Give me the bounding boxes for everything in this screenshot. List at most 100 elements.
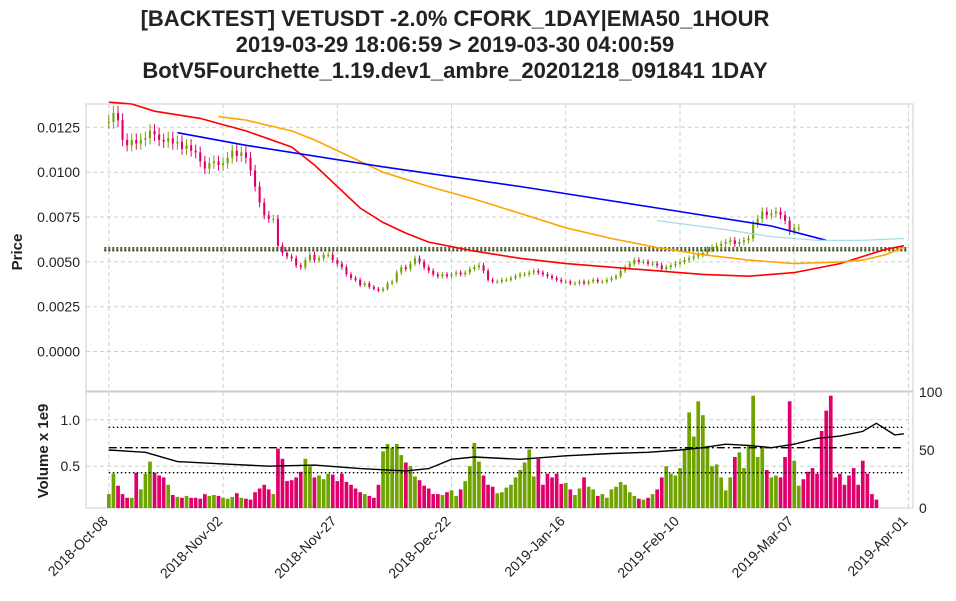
x-tick-label: 2018-Oct-08 [45,513,111,579]
candle-body [167,138,170,142]
x-tick-label: 2018-Dec-22 [385,513,454,582]
candle-body [715,245,718,248]
candle-body [678,261,681,264]
volume-bar [774,475,778,508]
candle-body [555,278,558,280]
volume-bar [161,477,166,508]
volume-bar [148,461,152,508]
volume-bar [646,497,650,508]
volume-bar [477,461,481,508]
volume-bar [404,462,408,508]
volume-bar [139,489,143,508]
candle-body [272,218,275,220]
candle-body [281,245,284,253]
candle-body [464,272,467,275]
volume-bar [563,482,568,508]
candle-body [190,145,193,151]
volume-bar [632,495,637,508]
right-tick-label: 100 [919,384,943,400]
volume-bar [600,494,605,508]
candle-body [359,279,362,286]
candle-body [377,288,380,291]
volume-bar [120,494,125,508]
volume-bar [705,445,710,508]
volume-bar [262,484,267,508]
volume-bar [413,476,417,508]
volume-bar [157,475,161,508]
candle-body [477,265,480,268]
candle-body [587,281,590,284]
candle-body [523,274,526,276]
candle-body [532,270,535,273]
candle-body [706,249,709,253]
candle-body [117,113,120,121]
volume-bar [751,395,755,508]
volume-bar [436,494,440,508]
volume-bar [723,490,728,508]
volume-bar [330,474,335,508]
volume-bar [618,482,623,508]
volume-bar [152,472,157,508]
volume-bar [390,447,394,508]
volume-bar [449,490,454,508]
candle-body [784,215,787,221]
volume-bar [664,466,669,508]
volume-bar [545,473,550,508]
candle-body [322,254,325,259]
volume-bar [362,494,367,508]
line-ema-orange [218,115,905,265]
volume-bar [111,473,116,508]
volume-bar [248,499,253,508]
volume-bar [180,497,184,508]
volume-bar [865,473,870,508]
volume-bar [463,481,468,508]
volume-bar [468,466,472,508]
x-tick-label: 2019-Jan-16 [501,513,568,580]
candle-body [573,283,576,285]
volume-indicator [108,422,904,472]
volume-bar [769,477,774,508]
candle-body [519,274,522,277]
volume-bar [810,468,815,508]
volume-bar [655,489,659,508]
volume-bar [650,494,655,508]
price-axis-label: Price [9,234,26,271]
volume-bar [203,494,207,508]
price-tick-label: 0.0025 [37,299,80,315]
candle-body [313,254,316,261]
candle-body [423,261,426,268]
volume-bar [385,444,390,508]
candle-body [395,272,398,282]
candle-body [171,138,174,144]
volume-bar [851,468,856,508]
volume-bar [486,484,490,508]
volume-bar [513,477,518,508]
volume-bar [765,470,769,508]
x-tick-label: 2019-Apr-01 [844,513,910,579]
x-tick-label: 2018-Nov-27 [271,513,340,582]
candle-body [199,152,202,162]
candle-body [130,139,133,146]
candle-body [254,170,257,187]
volume-bar [828,395,833,508]
candle-body [409,263,412,269]
volume-bar [335,481,340,508]
volume-bar [212,495,216,508]
volume-bar [239,497,244,508]
candle-body [226,157,229,164]
right-tick-label: 0 [919,500,927,516]
candle-body [665,267,668,269]
candle-body [742,240,745,243]
candle-body [158,134,161,140]
right-tick-label: 50 [919,442,935,458]
volume-bar [518,470,522,508]
volume-bar [755,457,760,508]
candle-body [203,161,206,169]
volume-bar [244,498,248,508]
candle-body [546,274,549,277]
candle-body [578,281,581,284]
volume-bar [783,457,787,508]
candle-body [514,276,517,278]
volume-bar [833,477,838,508]
volume-axis-label: Volume x 1e9 [35,404,52,499]
